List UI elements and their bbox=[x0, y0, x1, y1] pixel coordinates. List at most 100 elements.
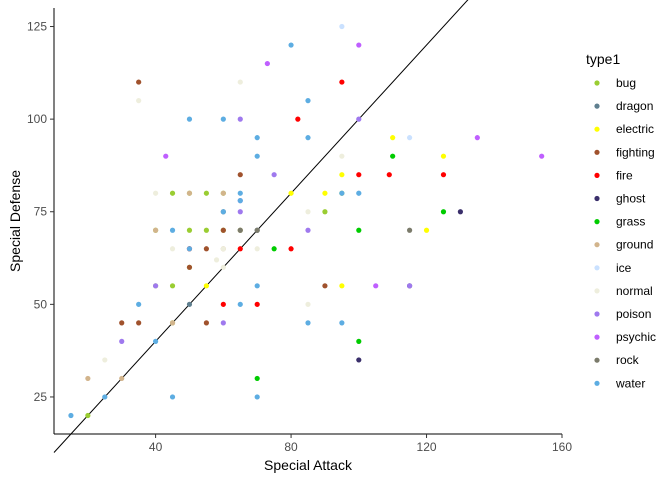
data-point-ground bbox=[153, 227, 159, 233]
data-point-ghost bbox=[356, 357, 362, 363]
data-point-electric bbox=[322, 190, 328, 196]
y-axis-ticks: 25 50 75 100 125 bbox=[27, 20, 54, 404]
legend-key-rock bbox=[594, 357, 600, 363]
legend-label-bug: bug bbox=[616, 76, 636, 90]
data-point-poison bbox=[356, 116, 362, 122]
legend-key-dragon bbox=[594, 103, 600, 109]
data-point-water bbox=[169, 227, 176, 233]
data-point-water bbox=[237, 198, 243, 204]
data-point-fighting bbox=[119, 320, 125, 326]
data-point-fighting bbox=[220, 227, 226, 233]
legend-items: bug dragon electric fighting fire ghost grass g… bbox=[594, 76, 656, 390]
data-point-poison bbox=[237, 209, 243, 215]
data-point-bug bbox=[322, 209, 328, 215]
data-point-fire bbox=[237, 246, 243, 252]
data-point-grass bbox=[440, 209, 447, 215]
data-point-fire bbox=[254, 301, 260, 307]
data-point-water bbox=[220, 209, 226, 215]
data-point-water bbox=[305, 98, 311, 104]
data-point-normal bbox=[339, 153, 345, 159]
legend-key-fighting bbox=[594, 149, 600, 155]
y-tick-label: 75 bbox=[34, 205, 48, 219]
data-point-fighting bbox=[203, 246, 209, 252]
legend-label-water: water bbox=[615, 376, 645, 390]
data-point-fire bbox=[356, 172, 362, 178]
legend-label-dragon: dragon bbox=[616, 99, 653, 113]
identity-reference-line bbox=[53, 0, 469, 453]
x-tick-label: 160 bbox=[552, 440, 572, 454]
y-tick-label: 125 bbox=[27, 20, 47, 34]
data-point-normal bbox=[220, 264, 226, 270]
data-point-grass bbox=[356, 338, 362, 344]
data-point-bug bbox=[203, 227, 209, 233]
legend-key-ground bbox=[594, 242, 600, 248]
data-point-water bbox=[102, 394, 108, 400]
data-point-poison bbox=[237, 116, 243, 122]
y-axis-title: Special Defense bbox=[7, 170, 23, 272]
y-tick-label: 25 bbox=[34, 390, 48, 404]
data-point-poison bbox=[305, 227, 311, 233]
data-point-electric bbox=[339, 172, 345, 178]
data-point-rock bbox=[237, 227, 243, 233]
legend-label-fire: fire bbox=[616, 168, 633, 182]
data-point-water bbox=[339, 320, 345, 326]
data-point-psychic bbox=[539, 153, 545, 159]
data-point-water bbox=[186, 116, 193, 122]
data-point-fire bbox=[220, 301, 226, 307]
data-point-water bbox=[220, 116, 226, 122]
y-tick-label: 100 bbox=[27, 112, 47, 126]
data-point-fighting bbox=[186, 264, 193, 270]
data-point-water bbox=[305, 320, 311, 326]
data-point-rock bbox=[254, 227, 260, 233]
legend-label-ghost: ghost bbox=[616, 192, 646, 206]
data-point-psychic bbox=[356, 42, 362, 48]
data-point-normal bbox=[153, 190, 159, 196]
data-point-water bbox=[305, 135, 311, 141]
data-point-fighting bbox=[136, 320, 142, 326]
data-point-electric bbox=[423, 227, 430, 233]
data-point-water bbox=[237, 301, 243, 307]
legend-key-electric bbox=[594, 126, 600, 132]
legend-key-psychic bbox=[594, 334, 600, 340]
legend-key-ice bbox=[594, 265, 600, 271]
data-point-fire bbox=[288, 246, 294, 252]
data-point-fire bbox=[295, 116, 301, 122]
data-point-psychic bbox=[373, 283, 379, 289]
legend: type1 bug dragon electric fighting fire ghost… bbox=[586, 51, 656, 390]
data-point-ground bbox=[186, 190, 193, 196]
data-point-poison bbox=[220, 320, 226, 326]
x-tick-label: 80 bbox=[284, 440, 298, 454]
data-point-electric bbox=[440, 153, 447, 159]
legend-key-normal bbox=[594, 288, 600, 294]
data-point-fighting bbox=[136, 79, 142, 85]
legend-label-electric: electric bbox=[616, 122, 654, 136]
data-point-psychic bbox=[474, 135, 480, 141]
legend-label-normal: normal bbox=[616, 284, 653, 298]
data-point-grass bbox=[390, 153, 396, 159]
data-point-ghost bbox=[457, 209, 463, 215]
data-point-water bbox=[339, 190, 345, 196]
legend-key-fire bbox=[594, 172, 600, 178]
data-point-ice bbox=[407, 135, 413, 141]
y-tick-label: 50 bbox=[34, 297, 48, 311]
data-point-bug bbox=[169, 283, 176, 289]
x-tick-label: 120 bbox=[417, 440, 437, 454]
data-point-ground bbox=[220, 190, 226, 196]
data-point-dragon bbox=[186, 301, 193, 307]
data-point-grass bbox=[356, 227, 362, 233]
data-point-water bbox=[237, 190, 243, 196]
data-point-poison bbox=[153, 283, 159, 289]
data-point-ground bbox=[169, 320, 176, 326]
data-point-water bbox=[254, 283, 260, 289]
data-point-normal bbox=[220, 246, 226, 252]
data-point-normal bbox=[305, 209, 311, 215]
data-point-water bbox=[254, 153, 260, 159]
data-point-water bbox=[254, 135, 260, 141]
axes: 40 80 120 160 25 50 75 100 125 bbox=[27, 8, 572, 454]
data-point-ground bbox=[119, 375, 125, 382]
data-point-normal bbox=[169, 246, 176, 252]
data-point-poison bbox=[119, 338, 125, 344]
data-point-normal bbox=[102, 357, 108, 363]
legend-key-poison bbox=[594, 311, 600, 317]
